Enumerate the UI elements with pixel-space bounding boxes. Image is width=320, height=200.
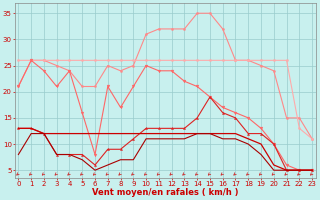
- X-axis label: Vent moyen/en rafales ( km/h ): Vent moyen/en rafales ( km/h ): [92, 188, 238, 197]
